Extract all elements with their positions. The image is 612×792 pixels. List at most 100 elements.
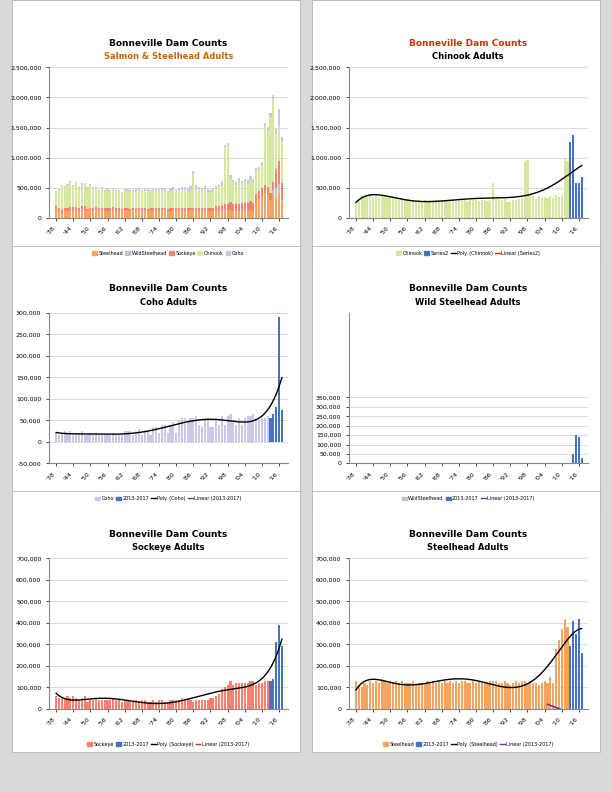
Bar: [81, 185, 83, 207]
Bar: [272, 414, 274, 442]
Bar: [103, 191, 106, 208]
Bar: [235, 182, 237, 185]
Bar: [526, 683, 529, 709]
Bar: [166, 192, 169, 209]
Bar: [129, 190, 132, 192]
Bar: [141, 191, 143, 208]
Bar: [403, 683, 406, 709]
Bar: [258, 167, 260, 170]
Bar: [252, 211, 255, 218]
Bar: [238, 181, 240, 204]
Bar: [267, 195, 269, 218]
Bar: [238, 418, 240, 442]
Bar: [163, 208, 166, 210]
Bar: [267, 127, 269, 131]
Bar: [395, 199, 397, 218]
Bar: [86, 436, 89, 442]
Bar: [187, 188, 188, 191]
Bar: [250, 176, 252, 179]
Bar: [578, 184, 580, 218]
Bar: [547, 683, 548, 709]
Bar: [509, 201, 512, 218]
Bar: [247, 180, 248, 184]
Bar: [189, 189, 192, 208]
Bar: [146, 189, 149, 191]
Bar: [378, 197, 380, 218]
Bar: [244, 179, 246, 182]
Bar: [112, 433, 114, 442]
Bar: [446, 683, 449, 709]
Bar: [158, 211, 160, 218]
Bar: [135, 191, 137, 208]
Bar: [575, 634, 577, 709]
Bar: [135, 431, 137, 442]
Bar: [187, 698, 188, 709]
Bar: [181, 187, 183, 190]
Bar: [172, 208, 174, 210]
Bar: [121, 209, 123, 211]
Bar: [195, 189, 197, 208]
Bar: [69, 207, 72, 210]
Bar: [64, 208, 65, 211]
Bar: [521, 198, 523, 218]
Bar: [55, 192, 57, 207]
Bar: [267, 131, 269, 187]
Bar: [161, 425, 163, 442]
Bar: [272, 414, 274, 442]
Bar: [244, 210, 246, 218]
Text: Bonneville Dam Counts: Bonneville Dam Counts: [409, 284, 528, 293]
Bar: [409, 201, 411, 218]
Bar: [192, 170, 195, 174]
Bar: [103, 208, 106, 211]
Bar: [223, 204, 226, 210]
Bar: [67, 433, 69, 442]
Bar: [138, 190, 140, 208]
Bar: [278, 625, 280, 709]
Bar: [538, 196, 540, 218]
Bar: [375, 194, 377, 218]
Bar: [112, 188, 114, 189]
Bar: [187, 208, 188, 211]
Bar: [235, 425, 237, 442]
Bar: [409, 683, 411, 709]
Bar: [401, 681, 403, 709]
Bar: [135, 189, 137, 191]
Bar: [247, 211, 248, 218]
Bar: [235, 683, 237, 709]
Text: Chinook Adults: Chinook Adults: [432, 52, 504, 61]
Bar: [506, 201, 509, 218]
Bar: [581, 458, 583, 463]
Bar: [132, 191, 135, 208]
Bar: [272, 99, 274, 181]
Bar: [149, 190, 152, 191]
Bar: [406, 199, 409, 218]
Bar: [578, 619, 580, 709]
Bar: [543, 681, 546, 709]
Bar: [58, 698, 60, 709]
Bar: [281, 646, 283, 709]
Bar: [89, 184, 91, 185]
Bar: [398, 200, 400, 218]
Bar: [158, 700, 160, 709]
Bar: [132, 703, 135, 709]
Bar: [127, 191, 129, 208]
Bar: [444, 201, 446, 218]
Bar: [427, 201, 428, 218]
Bar: [452, 200, 454, 218]
Bar: [241, 425, 243, 442]
Bar: [258, 170, 260, 192]
Bar: [144, 431, 146, 442]
Bar: [64, 431, 65, 442]
Bar: [272, 181, 274, 190]
Bar: [69, 431, 72, 442]
Bar: [569, 646, 572, 709]
Bar: [247, 204, 248, 211]
Bar: [55, 433, 57, 442]
Bar: [581, 653, 583, 709]
Bar: [61, 186, 63, 209]
Bar: [178, 421, 180, 442]
Bar: [118, 211, 120, 218]
Bar: [261, 196, 263, 218]
Bar: [578, 184, 580, 218]
Bar: [281, 183, 283, 200]
